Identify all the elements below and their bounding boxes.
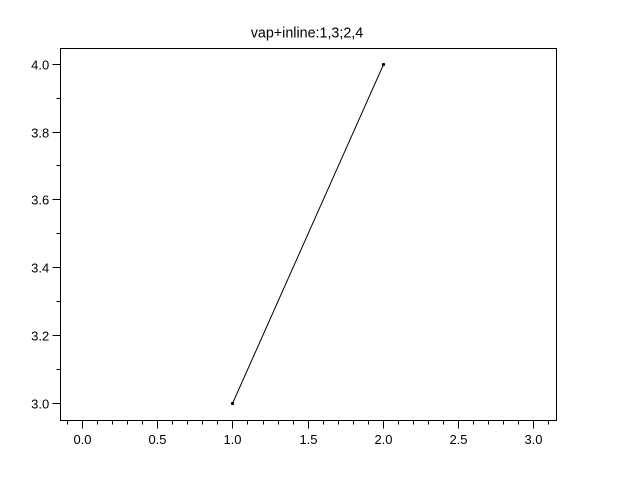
svg-text:1.0: 1.0 <box>223 432 241 447</box>
svg-text:0.5: 0.5 <box>148 432 166 447</box>
svg-text:3.2: 3.2 <box>31 328 49 343</box>
svg-text:3.8: 3.8 <box>31 125 49 140</box>
svg-text:0.0: 0.0 <box>73 432 91 447</box>
svg-text:3.6: 3.6 <box>31 192 49 207</box>
svg-text:4.0: 4.0 <box>31 57 49 72</box>
svg-text:3.4: 3.4 <box>31 260 49 275</box>
svg-text:1.5: 1.5 <box>299 432 317 447</box>
svg-text:3.0: 3.0 <box>524 432 542 447</box>
svg-text:3.0: 3.0 <box>31 396 49 411</box>
svg-text:vap+inline:1,3;2,4: vap+inline:1,3;2,4 <box>251 26 364 42</box>
svg-text:2.5: 2.5 <box>449 432 467 447</box>
svg-text:2.0: 2.0 <box>374 432 392 447</box>
